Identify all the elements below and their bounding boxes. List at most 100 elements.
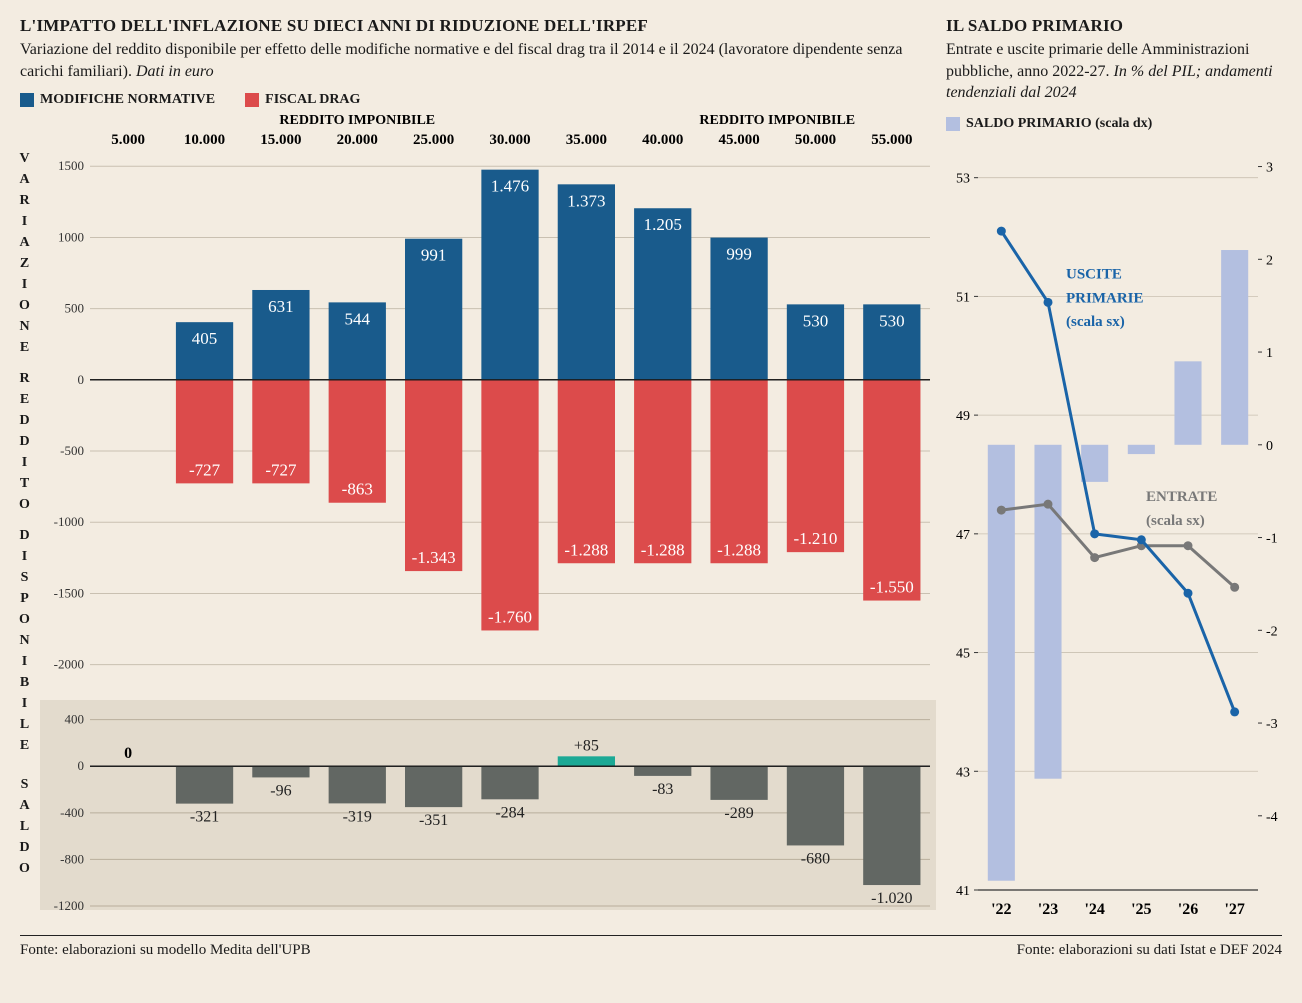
svg-text:0: 0 (78, 372, 85, 387)
svg-text:405: 405 (192, 329, 218, 348)
svg-text:-1.288: -1.288 (564, 541, 608, 560)
svg-text:'23: '23 (1038, 901, 1058, 918)
svg-text:'24: '24 (1084, 901, 1104, 918)
svg-text:-1.020: -1.020 (871, 890, 912, 907)
svg-text:-1.288: -1.288 (717, 541, 761, 560)
svg-text:-289: -289 (724, 805, 753, 822)
svg-text:-4: -4 (1266, 810, 1278, 825)
svg-text:(scala sx): (scala sx) (1146, 513, 1205, 529)
svg-text:-727: -727 (189, 461, 221, 480)
svg-text:-321: -321 (190, 809, 219, 826)
svg-text:'27: '27 (1224, 901, 1244, 918)
legend-label-blue: MODIFICHE NORMATIVE (40, 92, 215, 108)
svg-text:40.000: 40.000 (642, 132, 683, 148)
svg-text:2: 2 (1266, 253, 1273, 268)
svg-text:500: 500 (65, 301, 85, 316)
right-subtitle: Entrate e uscite primarie delle Amminist… (946, 39, 1290, 104)
svg-text:-1.760: -1.760 (488, 608, 532, 627)
svg-text:10.000: 10.000 (184, 132, 225, 148)
svg-text:15.000: 15.000 (260, 132, 301, 148)
main-y-label: VARIAZIONEREDDITODISPONIBILE (18, 148, 34, 756)
svg-text:55.000: 55.000 (871, 132, 912, 148)
svg-text:USCITE: USCITE (1066, 266, 1122, 282)
svg-text:47: 47 (956, 528, 970, 543)
svg-text:30.000: 30.000 (489, 132, 530, 148)
svg-text:20.000: 20.000 (337, 132, 378, 148)
svg-text:-2000: -2000 (54, 657, 84, 672)
svg-text:1.373: 1.373 (567, 192, 605, 211)
legend-label-red: FISCAL DRAG (265, 92, 360, 108)
saldo-y-label: SALDO (18, 774, 34, 879)
svg-text:-863: -863 (342, 480, 373, 499)
svg-text:35.000: 35.000 (566, 132, 607, 148)
left-subtitle: Variazione del reddito disponibile per e… (20, 39, 936, 82)
svg-text:-1: -1 (1266, 531, 1278, 546)
svg-text:-3: -3 (1266, 717, 1278, 732)
svg-text:+85: +85 (574, 738, 599, 755)
svg-text:50.000: 50.000 (795, 132, 836, 148)
svg-text:25.000: 25.000 (413, 132, 454, 148)
right-legend: SALDO PRIMARIO (scala dx) (946, 116, 1290, 132)
svg-text:1: 1 (1266, 346, 1273, 361)
svg-text:51: 51 (956, 290, 970, 305)
svg-text:-1000: -1000 (54, 515, 84, 530)
svg-text:53: 53 (956, 172, 970, 187)
right-chart: 535149474543413210-1-2-3-4USCITEPRIMARIE… (946, 138, 1290, 930)
svg-text:-1500: -1500 (54, 586, 84, 601)
svg-text:999: 999 (726, 245, 752, 264)
svg-text:-680: -680 (801, 851, 830, 868)
swatch-blue (20, 93, 34, 107)
svg-text:43: 43 (956, 765, 970, 780)
svg-text:REDDITO IMPONIBILE: REDDITO IMPONIBILE (279, 113, 435, 128)
svg-text:0: 0 (1266, 439, 1273, 454)
left-subtitle-italic: Dati in euro (136, 63, 214, 80)
svg-text:ENTRATE: ENTRATE (1146, 489, 1217, 505)
svg-text:0: 0 (124, 746, 132, 763)
svg-text:-400: -400 (60, 805, 84, 820)
svg-text:-1.343: -1.343 (412, 548, 456, 567)
svg-text:530: 530 (879, 312, 905, 331)
svg-text:-800: -800 (60, 852, 84, 867)
swatch-lightblue (946, 117, 960, 131)
left-title: L'IMPATTO DELL'INFLAZIONE SU DIECI ANNI … (20, 15, 936, 37)
svg-text:400: 400 (65, 712, 85, 727)
svg-text:-727: -727 (265, 461, 297, 480)
svg-text:-1.288: -1.288 (641, 541, 685, 560)
svg-text:41: 41 (956, 884, 970, 899)
right-source: Fonte: elaborazioni su dati Istat e DEF … (1017, 942, 1282, 969)
svg-text:631: 631 (268, 297, 294, 316)
svg-text:-1200: -1200 (54, 898, 84, 910)
svg-text:REDDITO IMPONIBILE: REDDITO IMPONIBILE (699, 113, 855, 128)
svg-text:-284: -284 (495, 805, 524, 822)
svg-text:-83: -83 (652, 781, 673, 798)
svg-text:530: 530 (803, 312, 829, 331)
left-legend: MODIFICHE NORMATIVE FISCAL DRAG (20, 92, 936, 108)
svg-text:-1.210: -1.210 (793, 529, 837, 548)
svg-text:5.000: 5.000 (111, 132, 145, 148)
main-chart: REDDITO IMPONIBILE REDDITO IMPONIBILE 5.00… (20, 112, 936, 692)
svg-text:544: 544 (345, 310, 371, 329)
svg-text:3: 3 (1266, 160, 1273, 175)
legend-label-bar: SALDO PRIMARIO (scala dx) (966, 116, 1152, 132)
svg-text:1.205: 1.205 (644, 216, 682, 235)
svg-text:'25: '25 (1131, 901, 1151, 918)
svg-text:1500: 1500 (58, 159, 84, 174)
svg-text:45.000: 45.000 (718, 132, 759, 148)
svg-text:-2: -2 (1266, 624, 1278, 639)
swatch-red (245, 93, 259, 107)
svg-text:-500: -500 (60, 443, 84, 458)
svg-text:49: 49 (956, 409, 970, 424)
svg-text:0: 0 (78, 759, 85, 774)
svg-text:1000: 1000 (58, 230, 84, 245)
svg-text:'22: '22 (991, 901, 1011, 918)
svg-text:-1.550: -1.550 (870, 578, 914, 597)
svg-text:'26: '26 (1178, 901, 1198, 918)
svg-text:1.476: 1.476 (491, 177, 529, 196)
svg-text:(scala sx): (scala sx) (1066, 314, 1125, 330)
svg-text:-351: -351 (419, 812, 448, 829)
svg-text:-319: -319 (343, 809, 372, 826)
svg-text:991: 991 (421, 246, 447, 265)
svg-text:45: 45 (956, 646, 970, 661)
left-source: Fonte: elaborazioni su modello Medita de… (20, 942, 311, 969)
right-title: IL SALDO PRIMARIO (946, 15, 1290, 37)
